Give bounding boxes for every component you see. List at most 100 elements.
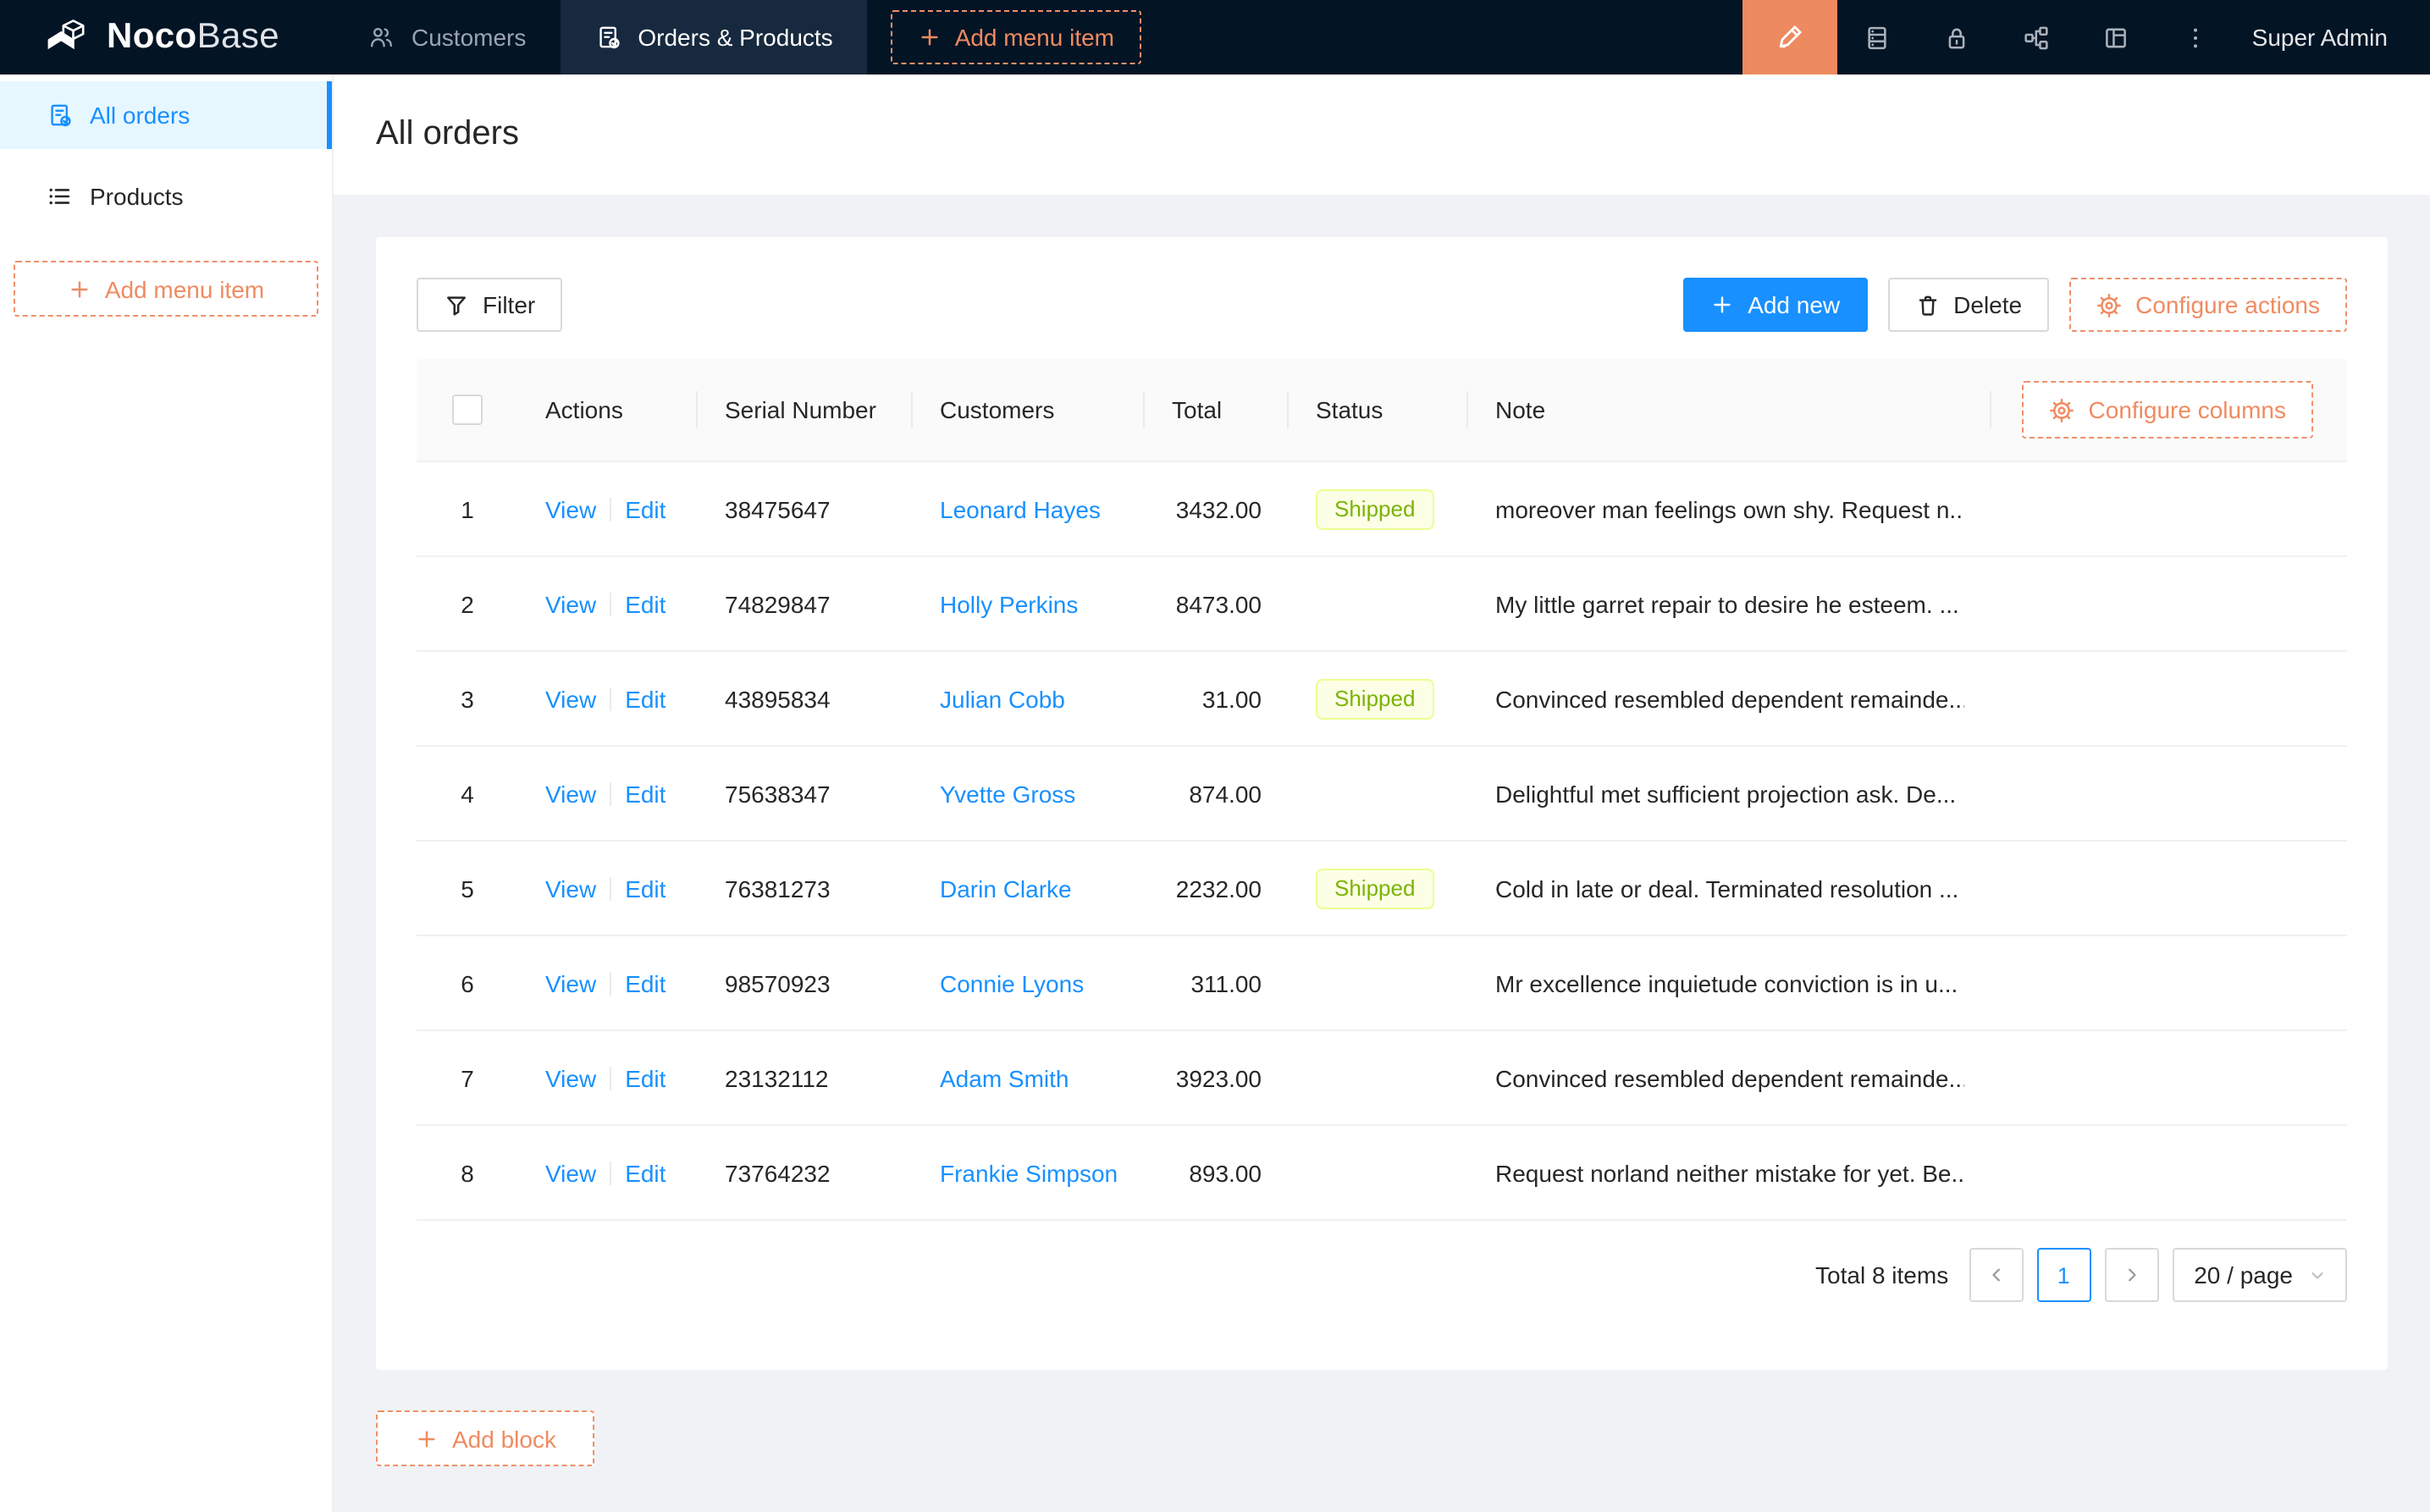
lock-icon bbox=[1942, 23, 1971, 52]
status-badge: Shipped bbox=[1316, 868, 1433, 908]
serial-number-value: 74829847 bbox=[725, 590, 831, 617]
ui-editor-button[interactable] bbox=[1742, 0, 1837, 74]
row-index: 1 bbox=[461, 495, 474, 522]
more-icon bbox=[2181, 23, 2210, 52]
page-size-select[interactable]: 20 / page bbox=[2172, 1248, 2347, 1302]
orders-table: Actions Serial Number Customers Total St… bbox=[417, 359, 2347, 1221]
edit-link[interactable]: Edit bbox=[625, 780, 665, 807]
configure-actions-button[interactable]: Configure actions bbox=[2069, 278, 2347, 332]
app-root: NocoBase Customers Orders & Products Add… bbox=[0, 0, 2430, 1512]
edit-link[interactable]: Edit bbox=[625, 1064, 665, 1091]
table-row: 6 View Edit 98570923 Connie Lyons 311.00… bbox=[417, 936, 2347, 1031]
pagination-next-button[interactable] bbox=[2104, 1248, 2158, 1302]
sidebar: All orders Products Add menu item bbox=[0, 74, 334, 1512]
row-index: 6 bbox=[461, 969, 474, 996]
edit-link[interactable]: Edit bbox=[625, 969, 665, 996]
sidebar-add-menu-item-button[interactable]: Add menu item bbox=[14, 261, 318, 317]
nav-add-menu-item-button[interactable]: Add menu item bbox=[891, 10, 1141, 64]
view-link[interactable]: View bbox=[545, 875, 596, 902]
permissions-button[interactable] bbox=[1917, 0, 1996, 74]
row-index: 8 bbox=[461, 1159, 474, 1186]
user-menu[interactable]: Super Admin bbox=[2235, 0, 2430, 74]
plus-icon bbox=[68, 277, 91, 301]
note-text: Delightful met sufficient projection ask… bbox=[1495, 780, 1956, 807]
customer-link[interactable]: Adam Smith bbox=[940, 1064, 1069, 1091]
layout-button[interactable] bbox=[2076, 0, 2156, 74]
table-header-row: Actions Serial Number Customers Total St… bbox=[417, 359, 2347, 462]
column-header-customers: Customers bbox=[913, 359, 1145, 461]
edit-link[interactable]: Edit bbox=[625, 685, 665, 712]
orders-table-block: Filter Add new Delete bbox=[376, 237, 2388, 1370]
customer-link[interactable]: Julian Cobb bbox=[940, 685, 1065, 712]
add-new-button[interactable]: Add new bbox=[1683, 278, 1867, 332]
edit-link[interactable]: Edit bbox=[625, 495, 665, 522]
layout-icon bbox=[2101, 23, 2130, 52]
total-value: 311.00 bbox=[1190, 969, 1262, 996]
trash-icon bbox=[1914, 292, 1940, 317]
collections-button[interactable] bbox=[1837, 0, 1917, 74]
view-link[interactable]: View bbox=[545, 495, 596, 522]
column-header-total: Total bbox=[1145, 359, 1289, 461]
total-value: 893.00 bbox=[1189, 1159, 1262, 1186]
actions-divider bbox=[610, 781, 611, 805]
table-row: 5 View Edit 76381273 Darin Clarke 2232.0… bbox=[417, 842, 2347, 936]
pagination-page-1[interactable]: 1 bbox=[2036, 1248, 2090, 1302]
plus-icon bbox=[1710, 293, 1734, 317]
view-link[interactable]: View bbox=[545, 685, 596, 712]
edit-link[interactable]: Edit bbox=[625, 1159, 665, 1186]
customer-link[interactable]: Leonard Hayes bbox=[940, 495, 1101, 522]
ui-editor-icon bbox=[1775, 22, 1805, 52]
logo-text: NocoBase bbox=[107, 17, 279, 58]
sidebar-item-products[interactable]: Products bbox=[0, 163, 332, 230]
plus-icon bbox=[415, 1426, 439, 1450]
filter-button[interactable]: Filter bbox=[417, 278, 562, 332]
table-row: 7 View Edit 23132112 Adam Smith 3923.00 … bbox=[417, 1031, 2347, 1126]
delete-button[interactable]: Delete bbox=[1887, 278, 2049, 332]
customer-link[interactable]: Connie Lyons bbox=[940, 969, 1084, 996]
nocobase-logo[interactable]: NocoBase bbox=[0, 0, 334, 74]
status-badge: Shipped bbox=[1316, 678, 1433, 719]
table-row: 4 View Edit 75638347 Yvette Gross 874.00… bbox=[417, 747, 2347, 842]
chevron-down-icon bbox=[2306, 1264, 2328, 1286]
add-block-button[interactable]: Add block bbox=[376, 1410, 595, 1466]
table-row: 2 View Edit 74829847 Holly Perkins 8473.… bbox=[417, 557, 2347, 652]
row-actions: View Edit bbox=[518, 747, 698, 840]
users-icon bbox=[367, 24, 395, 51]
view-link[interactable]: View bbox=[545, 780, 596, 807]
note-text: Mr excellence inquietude conviction is i… bbox=[1495, 969, 1958, 996]
view-link[interactable]: View bbox=[545, 1159, 596, 1186]
nav-tab-orders-products[interactable]: Orders & Products bbox=[560, 0, 866, 74]
collections-icon bbox=[1863, 23, 1892, 52]
chevron-right-icon bbox=[2119, 1263, 2143, 1287]
edit-link[interactable]: Edit bbox=[625, 875, 665, 902]
view-link[interactable]: View bbox=[545, 590, 596, 617]
sidebar-item-label: All orders bbox=[90, 102, 190, 129]
nav-tab-label: Customers bbox=[411, 24, 526, 51]
order-check-icon bbox=[46, 102, 73, 129]
view-link[interactable]: View bbox=[545, 969, 596, 996]
nav-tab-label: Orders & Products bbox=[638, 24, 832, 51]
more-button[interactable] bbox=[2156, 0, 2235, 74]
select-all-checkbox[interactable] bbox=[452, 395, 483, 425]
nav-tab-customers[interactable]: Customers bbox=[334, 0, 560, 74]
order-icon bbox=[594, 24, 621, 51]
row-index: 5 bbox=[461, 875, 474, 902]
customer-link[interactable]: Holly Perkins bbox=[940, 590, 1078, 617]
actions-divider bbox=[610, 876, 611, 900]
customer-link[interactable]: Yvette Gross bbox=[940, 780, 1075, 807]
total-value: 874.00 bbox=[1189, 780, 1262, 807]
sidebar-item-label: Products bbox=[90, 183, 184, 210]
sidebar-item-all-orders[interactable]: All orders bbox=[0, 81, 332, 149]
pagination-prev-button[interactable] bbox=[1969, 1248, 2023, 1302]
configure-columns-button[interactable]: Configure columns bbox=[2023, 381, 2313, 439]
row-actions: View Edit bbox=[518, 557, 698, 650]
plugins-button[interactable] bbox=[1996, 0, 2076, 74]
note-text: moreover man feelings own shy. Request n… bbox=[1495, 495, 1964, 522]
actions-divider bbox=[610, 1161, 611, 1184]
note-text: Convinced resembled dependent remainde..… bbox=[1495, 685, 1964, 712]
filter-icon bbox=[444, 292, 469, 317]
edit-link[interactable]: Edit bbox=[625, 590, 665, 617]
customer-link[interactable]: Darin Clarke bbox=[940, 875, 1072, 902]
customer-link[interactable]: Frankie Simpson bbox=[940, 1159, 1118, 1186]
view-link[interactable]: View bbox=[545, 1064, 596, 1091]
